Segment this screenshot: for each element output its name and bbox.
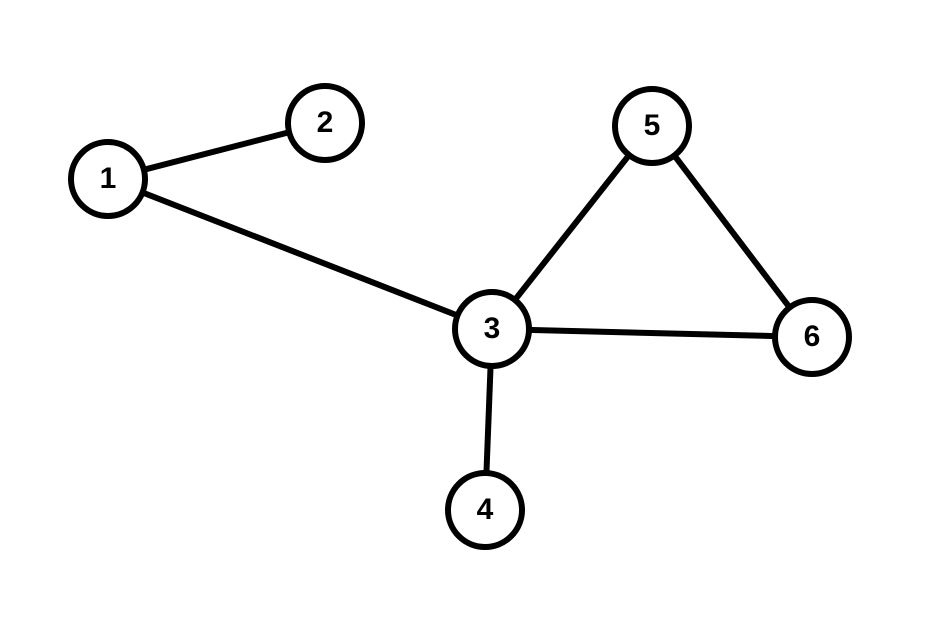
graph-diagram: 1 2 3 4 5 6 bbox=[0, 0, 935, 629]
node-label: 3 bbox=[484, 312, 501, 346]
node-3: 3 bbox=[452, 289, 532, 369]
node-label: 6 bbox=[804, 320, 821, 354]
node-1: 1 bbox=[68, 139, 148, 219]
node-5: 5 bbox=[612, 86, 692, 166]
node-label: 4 bbox=[477, 493, 494, 527]
node-label: 2 bbox=[317, 106, 334, 140]
node-label: 5 bbox=[644, 109, 661, 143]
edge-3-6 bbox=[492, 329, 812, 337]
edge-1-3 bbox=[108, 179, 492, 329]
node-2: 2 bbox=[285, 83, 365, 163]
node-label: 1 bbox=[100, 162, 117, 196]
node-4: 4 bbox=[445, 470, 525, 550]
node-6: 6 bbox=[772, 297, 852, 377]
